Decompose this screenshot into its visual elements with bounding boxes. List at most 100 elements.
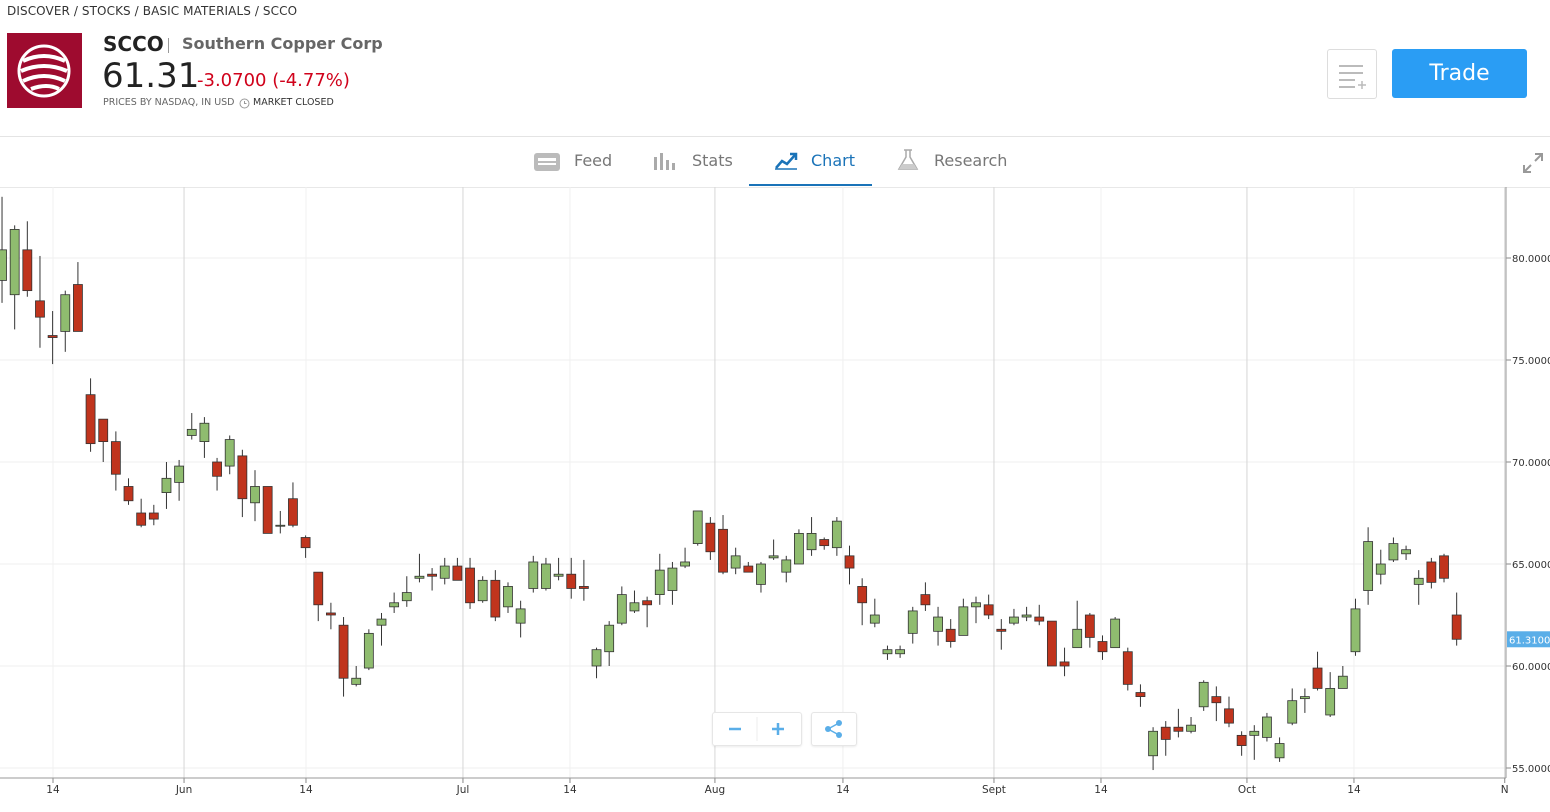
candle-body bbox=[376, 618, 387, 626]
candle-body bbox=[642, 600, 653, 606]
candle-body bbox=[1173, 726, 1184, 732]
candle-body bbox=[667, 567, 678, 591]
candle-body bbox=[768, 555, 779, 559]
candle-body bbox=[920, 594, 931, 606]
candle-body bbox=[389, 602, 400, 608]
candle-body bbox=[1299, 696, 1310, 700]
candle-body bbox=[1059, 661, 1070, 667]
candle-body bbox=[578, 586, 589, 589]
candle-body bbox=[515, 608, 526, 624]
company-logo bbox=[7, 33, 82, 108]
candle-body bbox=[616, 594, 627, 624]
candle-body bbox=[174, 465, 185, 483]
candle-body bbox=[1122, 651, 1133, 685]
candle-body bbox=[1186, 724, 1196, 732]
candle-body bbox=[553, 573, 564, 577]
candle-body bbox=[212, 461, 222, 477]
clock-icon bbox=[239, 98, 250, 109]
candle-body bbox=[1072, 628, 1083, 649]
candle-body bbox=[288, 498, 298, 526]
market-status: MARKET CLOSED bbox=[253, 97, 334, 108]
candle-body bbox=[869, 614, 880, 624]
candle-body bbox=[1236, 734, 1247, 746]
candle-body bbox=[1034, 616, 1045, 622]
active-tab-indicator bbox=[749, 184, 872, 186]
candle-body bbox=[857, 586, 868, 604]
candle-body bbox=[1401, 549, 1411, 555]
candle-body bbox=[1148, 730, 1158, 757]
fullscreen-icon[interactable] bbox=[1522, 152, 1544, 174]
candle-body bbox=[945, 628, 956, 642]
x-tick-label: 14 bbox=[46, 784, 60, 796]
candle-body bbox=[22, 249, 33, 292]
candle-body bbox=[996, 628, 1007, 632]
stats-icon bbox=[654, 153, 675, 170]
candle-body bbox=[933, 616, 943, 632]
candle-body bbox=[1097, 641, 1108, 653]
share-button[interactable] bbox=[811, 712, 857, 746]
x-tick-label: Aug bbox=[705, 784, 726, 796]
candle-body bbox=[1160, 726, 1171, 740]
candle-body bbox=[1426, 561, 1437, 583]
candle-body bbox=[1337, 675, 1348, 689]
candle-body bbox=[1021, 614, 1032, 618]
candle-body bbox=[831, 520, 842, 549]
x-tick-label: Oct bbox=[1238, 784, 1256, 796]
candle-body bbox=[503, 586, 513, 608]
candle-body bbox=[718, 528, 728, 573]
candle-body bbox=[705, 522, 716, 553]
candle-body bbox=[819, 539, 830, 547]
watchlist-icon bbox=[1339, 65, 1366, 89]
candle-body bbox=[465, 567, 475, 604]
candle-body bbox=[895, 649, 906, 655]
candle-body bbox=[1084, 614, 1095, 638]
chart-icon bbox=[775, 152, 798, 170]
watchlist-button[interactable] bbox=[1327, 49, 1377, 99]
candle-body bbox=[794, 532, 804, 565]
candle-body bbox=[439, 565, 450, 579]
tab[interactable]: Chart bbox=[811, 151, 855, 170]
share-icon bbox=[825, 720, 842, 738]
candle-body bbox=[1009, 616, 1019, 624]
candle-body bbox=[186, 428, 197, 436]
candle-body bbox=[1262, 716, 1272, 738]
candle-body bbox=[262, 486, 273, 534]
candle-body bbox=[1375, 563, 1386, 575]
candle-body bbox=[73, 284, 83, 332]
candle-body bbox=[1198, 681, 1209, 708]
candle-body bbox=[882, 649, 893, 655]
feed-icon bbox=[534, 153, 560, 171]
candle-body bbox=[1388, 543, 1399, 561]
last-price-tag bbox=[1507, 631, 1550, 648]
candle-body bbox=[363, 632, 374, 669]
trade-button[interactable]: Trade bbox=[1392, 49, 1527, 98]
x-tick-label: Jun bbox=[175, 784, 192, 796]
candle-body bbox=[528, 561, 539, 589]
tab[interactable]: Feed bbox=[574, 151, 613, 170]
candle-body bbox=[781, 559, 792, 573]
x-tick-label: 14 bbox=[563, 784, 577, 796]
candle-body bbox=[1249, 730, 1260, 736]
x-tick-label: 14 bbox=[299, 784, 313, 796]
candle-body bbox=[756, 563, 766, 585]
y-tick-label: 70.0000 bbox=[1512, 458, 1550, 469]
candle-body bbox=[806, 532, 817, 551]
candle-body bbox=[199, 422, 210, 442]
candle-body bbox=[326, 612, 336, 616]
breadcrumb[interactable]: DISCOVER / STOCKS / BASIC MATERIALS / SC… bbox=[7, 4, 298, 18]
tab[interactable]: Research bbox=[934, 151, 1008, 170]
candle-body bbox=[1211, 696, 1222, 704]
candle-body bbox=[414, 575, 425, 579]
candle-body bbox=[275, 524, 286, 527]
candle-body bbox=[1224, 708, 1234, 724]
candlestick-chart: 55.0000 60.0000 65.0000 70.0000 75.0000 80.00… bbox=[0, 187, 1550, 796]
candle-body bbox=[958, 606, 969, 636]
candle-body bbox=[541, 563, 551, 589]
candle-body bbox=[1274, 743, 1285, 759]
zoom-icons bbox=[729, 717, 784, 741]
zoom-controls bbox=[712, 712, 802, 746]
candle-body bbox=[743, 565, 754, 573]
tab[interactable]: Stats bbox=[692, 151, 733, 170]
candle-body bbox=[98, 418, 109, 442]
x-tick-label: Jul bbox=[456, 784, 470, 796]
